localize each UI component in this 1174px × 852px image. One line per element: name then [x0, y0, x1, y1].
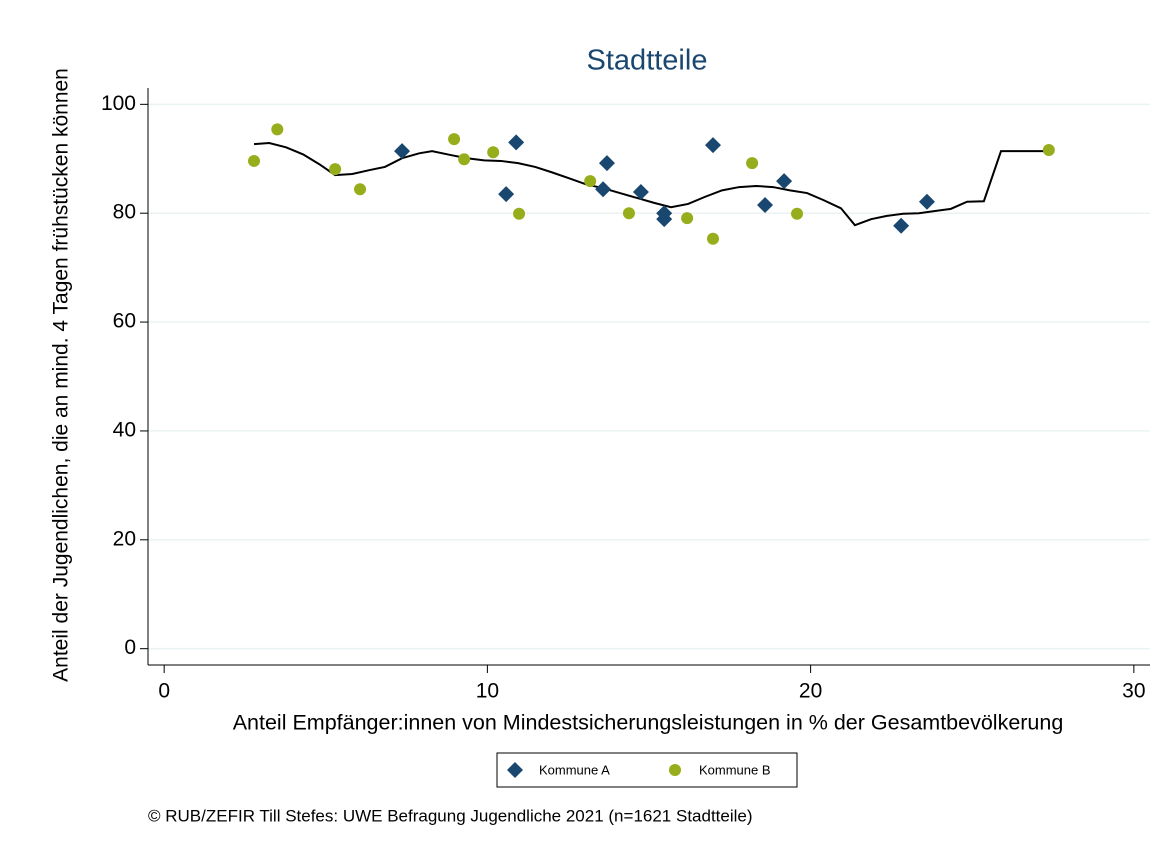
point	[704, 137, 721, 154]
point	[757, 197, 774, 214]
point	[681, 212, 694, 225]
caption: © RUB/ZEFIR Till Stefes: UWE Befragung J…	[148, 806, 753, 825]
point	[706, 232, 719, 245]
chart-title: Stadtteile	[587, 45, 708, 77]
legend-box	[496, 752, 798, 788]
y-tick-label: 0	[124, 636, 136, 659]
point	[791, 207, 804, 220]
point	[1042, 144, 1055, 157]
point	[248, 154, 261, 167]
x-axis-label: Anteil Empfänger:innen von Mindestsicher…	[233, 711, 1064, 735]
y-tick-label: 80	[113, 201, 136, 224]
point	[329, 163, 342, 176]
point	[595, 181, 612, 198]
point	[394, 143, 411, 160]
x-tick-label: 30	[1122, 680, 1145, 703]
point	[584, 175, 597, 188]
y-tick-label: 40	[113, 418, 136, 441]
y-tick-label: 60	[113, 310, 136, 333]
y-tick-label: 20	[113, 527, 136, 550]
point	[513, 207, 526, 220]
point	[354, 183, 367, 196]
point	[458, 153, 471, 166]
point	[598, 155, 615, 172]
x-tick-label: 0	[158, 680, 170, 703]
legend-marker	[669, 764, 681, 776]
point	[893, 217, 910, 234]
legend-marker	[507, 762, 523, 778]
x-tick-label: 10	[476, 680, 499, 703]
point	[448, 133, 461, 146]
point	[632, 183, 649, 200]
point	[918, 193, 935, 210]
point	[746, 157, 759, 170]
legend-label: Kommune B	[699, 762, 771, 777]
point	[656, 211, 673, 228]
point	[487, 146, 500, 159]
legend-label: Kommune A	[539, 762, 610, 777]
x-tick-label: 20	[799, 680, 822, 703]
y-axis-label: Anteil der Jugendlichen, die an mind. 4 …	[50, 68, 73, 682]
point	[776, 173, 793, 190]
point	[622, 207, 635, 220]
point	[271, 123, 284, 136]
y-tick-label: 100	[101, 92, 136, 115]
point	[498, 186, 515, 203]
point	[508, 134, 525, 151]
fit-line	[253, 141, 1049, 227]
